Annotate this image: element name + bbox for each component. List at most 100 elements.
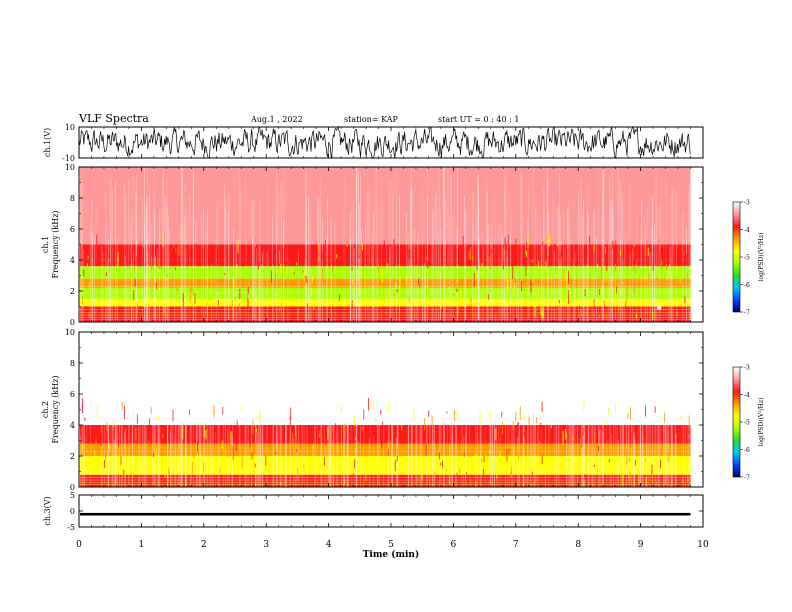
- spectral-speckle: [515, 412, 517, 423]
- spectral-speckle: [168, 468, 170, 482]
- spectral-speckle: [159, 263, 161, 269]
- y-tick-label: 10: [65, 123, 75, 132]
- spectral-speckle: [519, 406, 521, 421]
- spectral-speckle: [382, 421, 384, 435]
- spectral-speckle: [626, 451, 628, 466]
- spectral-speckle: [312, 443, 314, 448]
- spectral-speckle: [194, 243, 196, 248]
- spectral-speckle: [629, 472, 631, 484]
- spectral-speckle: [593, 299, 595, 310]
- spectral-speckle: [231, 299, 233, 311]
- spectral-speckle: [114, 256, 116, 264]
- ch1-spectrogram-colorbar: [732, 201, 741, 313]
- spectral-speckle: [510, 312, 512, 321]
- spectral-speckle: [558, 300, 560, 304]
- spectral-speckle: [558, 305, 560, 309]
- spectral-speckle: [247, 300, 249, 314]
- spectral-speckle: [96, 235, 98, 247]
- y-tick-label: 8: [70, 359, 75, 368]
- spectral-speckle: [634, 275, 636, 278]
- ch1-waveform-frame: [78, 126, 704, 159]
- spectral-speckle: [661, 260, 663, 270]
- spectral-speckle: [481, 459, 483, 463]
- spectral-speckle: [82, 458, 84, 466]
- spectral-speckle: [352, 472, 354, 481]
- spectral-speckle: [393, 470, 395, 475]
- spectral-speckle: [134, 279, 136, 288]
- spectral-speckle: [581, 437, 583, 448]
- spectral-speckle: [564, 273, 566, 282]
- spectral-speckle: [531, 259, 533, 263]
- spectral-speckle: [295, 424, 297, 437]
- spectral-speckle: [389, 441, 391, 448]
- spectral-speckle: [363, 409, 365, 420]
- spectral-speckle: [321, 427, 323, 438]
- spectral-speckle: [136, 256, 138, 266]
- spectral-speckle: [572, 437, 574, 441]
- spectral-speckle: [483, 455, 485, 463]
- y-tick-label: 4: [70, 256, 75, 265]
- spectral-speckle: [489, 449, 491, 455]
- spectral-speckle: [219, 467, 221, 473]
- spectral-speckle: [460, 288, 462, 299]
- spectral-speckle: [644, 405, 646, 417]
- spectral-speckle: [676, 265, 678, 276]
- spectral-speckle: [300, 464, 302, 470]
- spectral-speckle: [355, 447, 357, 454]
- spectral-speckle: [237, 239, 239, 253]
- spectral-speckle: [525, 262, 527, 276]
- spectral-speckle: [318, 255, 320, 260]
- spectral-speckle: [598, 314, 600, 319]
- y-axis-label: Frequency (kHz): [51, 210, 60, 278]
- spectral-speckle: [528, 416, 530, 426]
- spectral-speckle: [176, 282, 178, 294]
- spectral-speckle: [251, 452, 253, 460]
- spectral-speckle: [304, 274, 306, 286]
- spectral-speckle: [551, 437, 553, 440]
- start-time-label: start UT = 0 : 40 : 1: [438, 115, 520, 124]
- spectral-speckle: [418, 283, 420, 288]
- spectral-speckle: [148, 440, 150, 444]
- spectral-speckle: [396, 448, 398, 454]
- spectral-speckle: [155, 448, 157, 457]
- spectral-speckle: [216, 292, 218, 298]
- spectral-speckle: [146, 298, 148, 310]
- spectral-speckle: [157, 416, 159, 421]
- colorbar-label: log(PSD)(V²/Hz): [758, 233, 765, 282]
- spectral-speckle: [439, 452, 441, 460]
- y-tick-label: 10: [65, 328, 75, 337]
- spectral-speckle: [271, 270, 273, 284]
- x-tick-label: 7: [513, 540, 519, 550]
- station-label: station= KAP: [344, 115, 398, 124]
- spectral-speckle: [557, 449, 559, 456]
- spectral-speckle: [327, 426, 329, 440]
- spectral-speckle: [274, 273, 276, 288]
- spectral-speckle: [297, 308, 299, 320]
- x-tick-label: 6: [451, 540, 457, 550]
- spectral-speckle: [608, 459, 610, 463]
- spectral-speckle: [154, 442, 156, 449]
- spectral-speckle: [434, 471, 436, 480]
- spectral-speckle: [606, 259, 608, 271]
- spectral-speckle: [241, 456, 243, 468]
- y-tick-label: 2: [70, 287, 75, 296]
- spectral-speckle: [654, 455, 656, 464]
- spectral-speckle: [150, 307, 152, 321]
- y-tick-label: 0: [70, 483, 75, 492]
- spectral-speckle: [456, 472, 458, 480]
- spectral-speckle: [117, 251, 119, 266]
- ch3-waveform-frame: [78, 494, 704, 528]
- spectral-speckle: [538, 260, 540, 270]
- spectral-speckle: [166, 273, 168, 277]
- spectral-speckle: [117, 439, 119, 447]
- spectral-speckle: [504, 237, 506, 246]
- x-tick-label: 0: [76, 540, 82, 550]
- spectral-speckle: [511, 466, 513, 477]
- spectral-speckle: [558, 266, 560, 276]
- spectral-speckle: [628, 466, 630, 479]
- spectral-speckle: [427, 260, 429, 269]
- spectral-speckle: [354, 423, 356, 426]
- spectral-speckle: [496, 467, 498, 479]
- spectral-speckle: [312, 446, 314, 459]
- spectral-speckle: [387, 449, 389, 456]
